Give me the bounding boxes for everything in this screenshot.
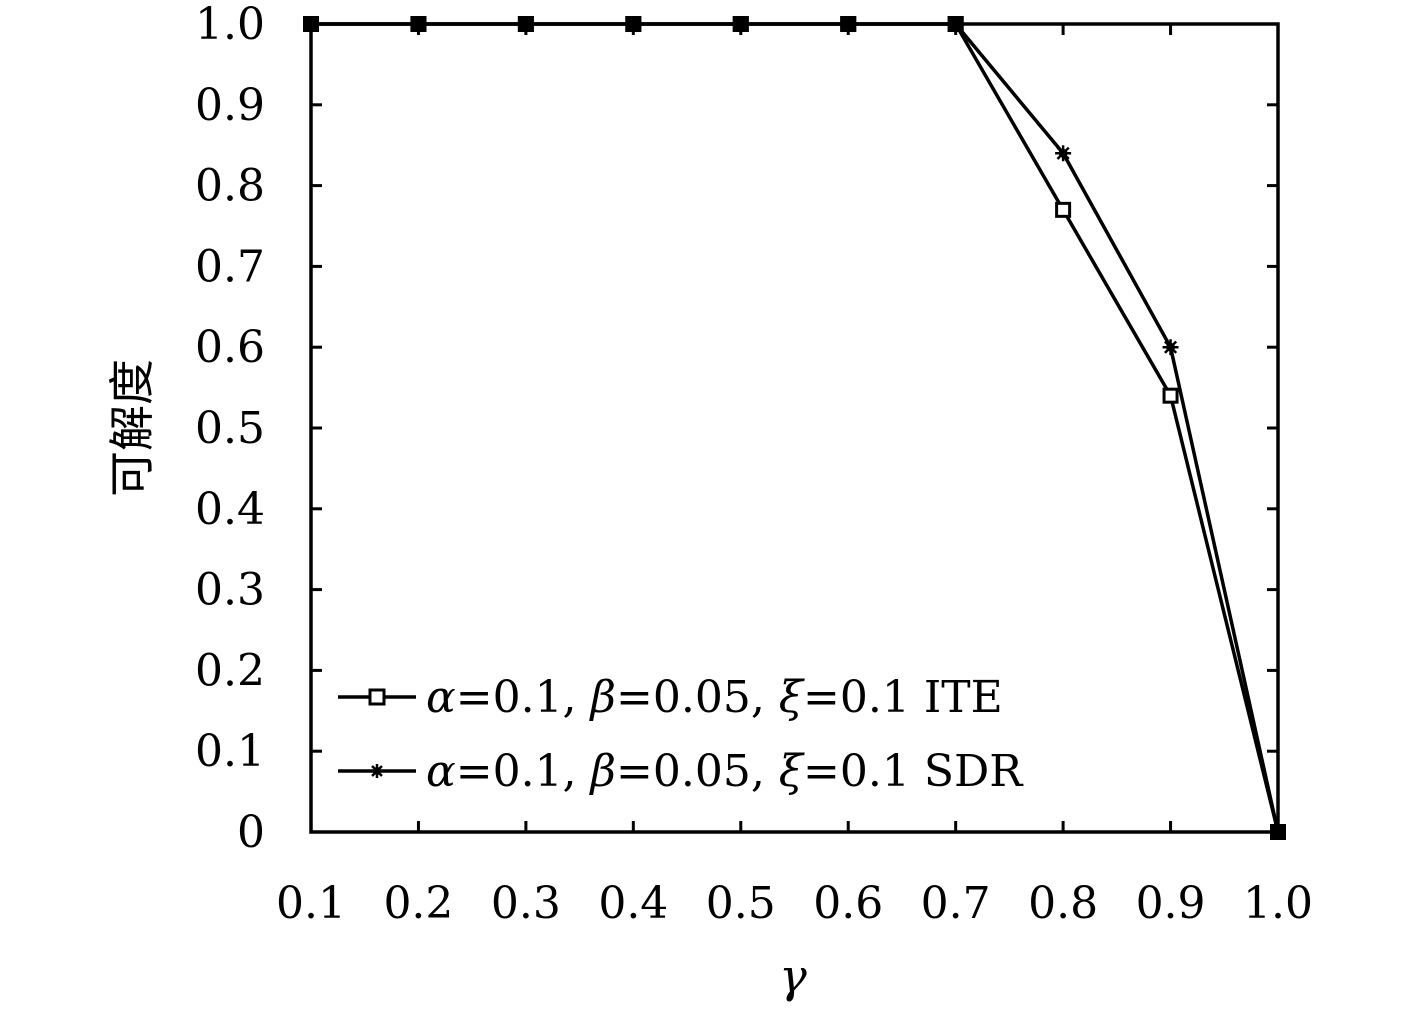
x-tick-label: 0.1 <box>276 878 346 929</box>
legend-item-ite: α=0.1, β=0.05, ξ=0.1 ITE <box>338 672 1003 723</box>
y-tick-label: 0.3 <box>195 565 265 616</box>
series-line-sdr <box>311 22 1280 833</box>
x-tick-label: 1.0 <box>1243 878 1313 929</box>
series <box>303 16 1286 840</box>
x-tick-label: 0.9 <box>1136 878 1206 929</box>
legend-item-sdr: α=0.1, β=0.05, ξ=0.1 SDR <box>338 746 1024 797</box>
legend-label-ite: α=0.1, β=0.05, ξ=0.1 ITE <box>426 672 1003 723</box>
marker-overlap <box>732 16 749 32</box>
y-tick-label: 0.9 <box>195 80 265 131</box>
legend-marker-ite <box>368 688 386 706</box>
legend: α=0.1, β=0.05, ξ=0.1 ITE α=0.1, β=0.05, … <box>338 672 1024 797</box>
marker-overlap <box>1270 824 1286 840</box>
y-tick-label: 0 <box>237 807 265 858</box>
marker-overlap <box>410 16 427 32</box>
legend-star-shape <box>370 764 384 778</box>
marker-ite <box>1162 387 1179 404</box>
x-tick-label: 0.7 <box>921 878 991 929</box>
marker-sdr <box>1162 339 1179 356</box>
marker-sdr <box>1055 145 1072 162</box>
marker-overlap <box>625 16 642 32</box>
marker-overlap <box>947 16 964 32</box>
x-tick-label: 0.2 <box>383 878 453 929</box>
legend-label-sdr: α=0.1, β=0.05, ξ=0.1 SDR <box>426 746 1024 797</box>
x-tick-label: 0.3 <box>491 878 561 929</box>
y-axis-label: 可解度 <box>105 359 159 497</box>
marker-ite <box>1055 201 1072 218</box>
y-tick-label: 0.8 <box>195 161 265 212</box>
x-axis-label: γ <box>779 949 807 1003</box>
ticks: 0.1 0.2 0.3 0.4 0.5 0.6 0.7 0.8 0.9 1.000.10.20.3… <box>195 0 1313 929</box>
x-tick-label: 0.5 <box>706 878 776 929</box>
y-tick-label: 0.1 <box>195 726 265 777</box>
legend-marker-sdr <box>370 764 384 778</box>
marker-overlap <box>303 16 319 32</box>
x-tick-label: 0.4 <box>598 878 668 929</box>
y-tick-label: 0.6 <box>195 322 265 373</box>
y-tick-label: 1.0 <box>195 0 265 50</box>
x-tick-label: 0.6 <box>813 878 883 929</box>
y-tick-label: 0.2 <box>195 645 265 696</box>
y-tick-label: 0.4 <box>195 484 265 535</box>
marker-overlap <box>517 16 534 32</box>
x-tick-label: 0.8 <box>1028 878 1098 929</box>
y-tick-label: 0.7 <box>195 241 265 292</box>
marker-overlap <box>840 16 857 32</box>
y-tick-label: 0.5 <box>195 403 265 454</box>
